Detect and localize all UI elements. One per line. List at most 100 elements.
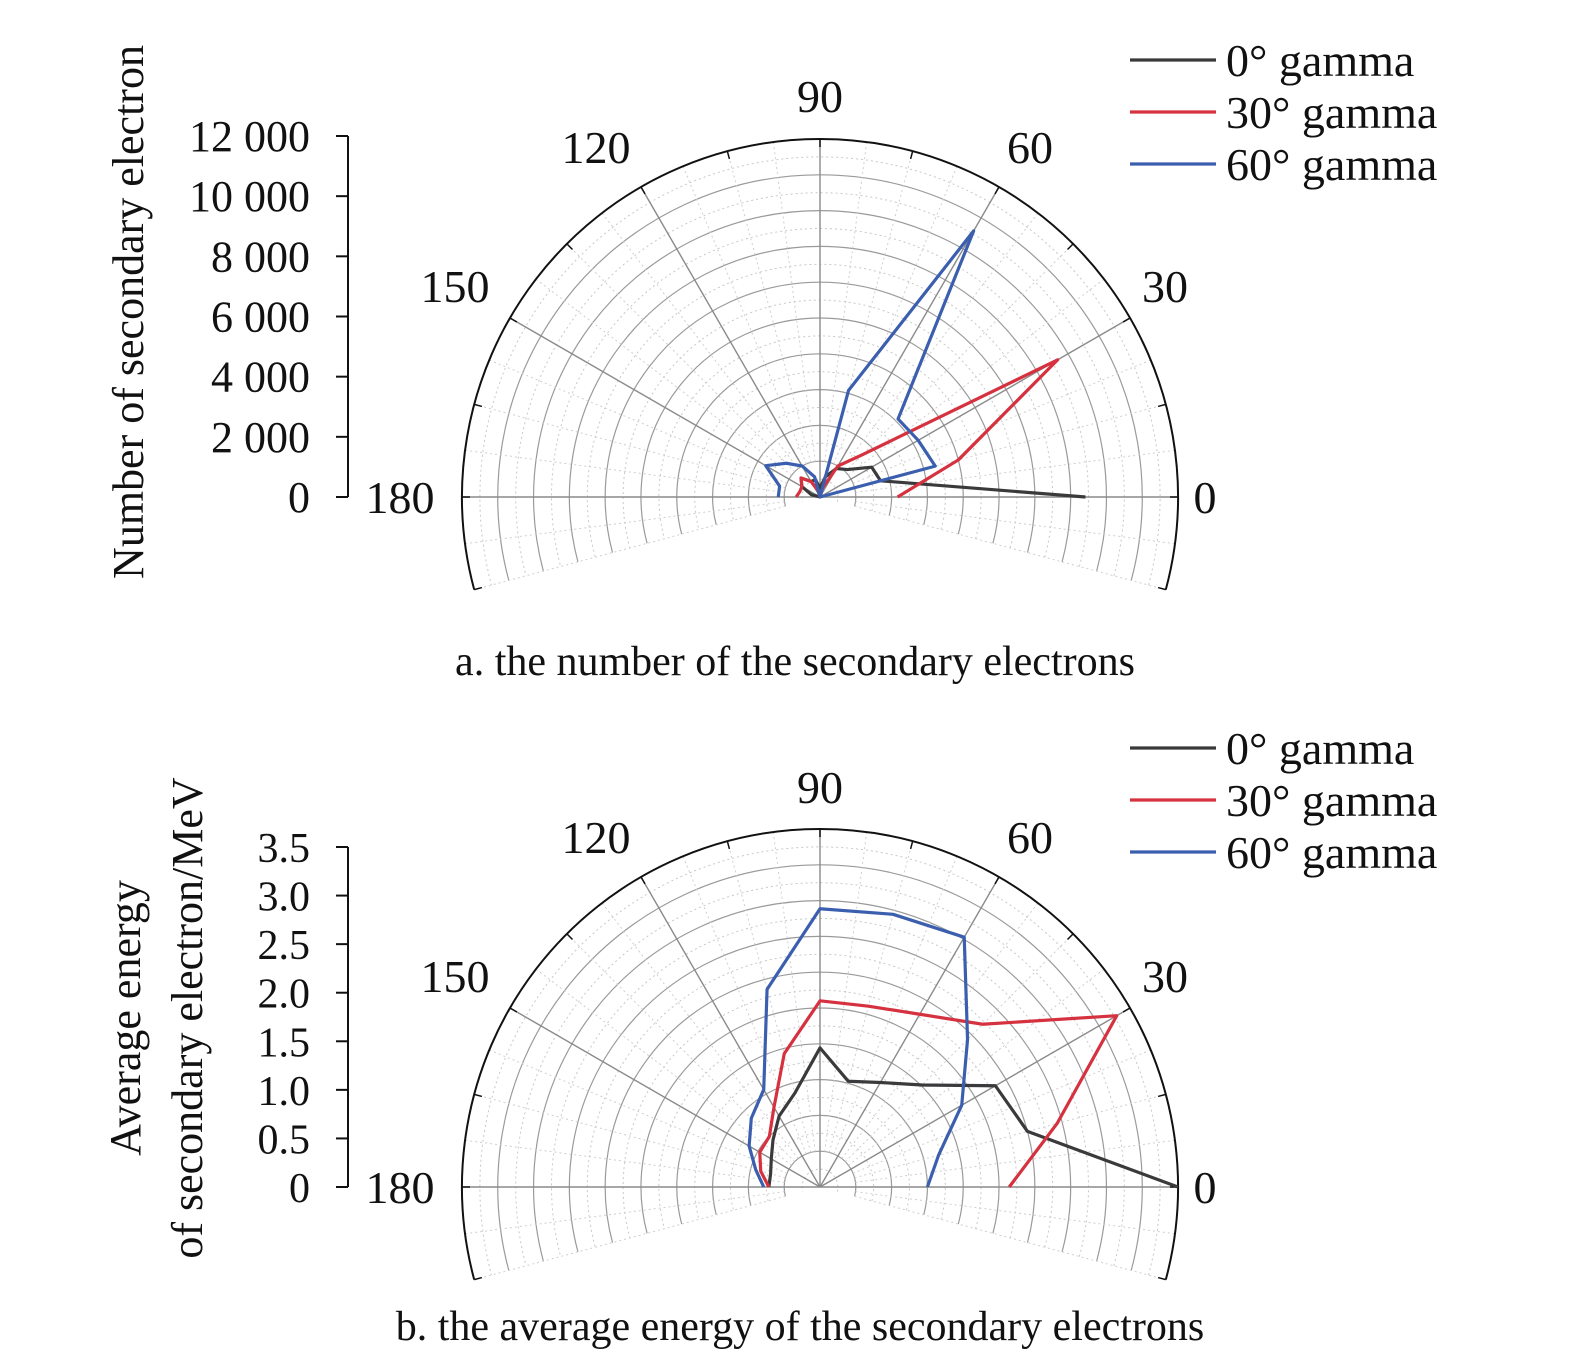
angle-tick-label: 90 bbox=[797, 71, 843, 122]
radial-tick-label: 8 000 bbox=[211, 232, 310, 281]
minor-spoke bbox=[601, 902, 799, 1159]
minor-spoke bbox=[855, 449, 1176, 493]
minor-spoke bbox=[726, 151, 812, 463]
minor-spoke bbox=[852, 1049, 1151, 1174]
minor-spoke bbox=[855, 1139, 1176, 1183]
series-line bbox=[799, 465, 1086, 499]
minor-ring bbox=[801, 1168, 839, 1192]
minor-spoke bbox=[726, 841, 812, 1153]
angle-tick-mark bbox=[994, 186, 1000, 195]
radial-tick-label: 12 000 bbox=[189, 112, 310, 161]
minor-spoke bbox=[841, 212, 1039, 469]
minor-ring bbox=[801, 478, 839, 502]
minor-spoke bbox=[474, 1195, 786, 1281]
major-spoke bbox=[819, 876, 1000, 1188]
angle-tick-label: 180 bbox=[366, 472, 435, 523]
series-1 bbox=[758, 999, 1119, 1188]
outer-arc bbox=[460, 827, 1179, 1280]
series-2 bbox=[764, 229, 976, 499]
series-line bbox=[764, 229, 976, 499]
minor-spoke bbox=[489, 359, 788, 484]
legend-label: 60° gamma bbox=[1226, 139, 1437, 190]
angle-tick-label: 60 bbox=[1007, 812, 1053, 863]
chart-caption: a. the number of the secondary electrons bbox=[455, 639, 1135, 685]
minor-spoke bbox=[464, 1191, 785, 1235]
major-spoke bbox=[509, 317, 821, 498]
minor-spoke bbox=[535, 278, 792, 476]
legend-label: 60° gamma bbox=[1226, 827, 1437, 878]
angle-tick-mark bbox=[1122, 317, 1131, 323]
major-spoke bbox=[640, 186, 821, 498]
y-axis-label-line-1: Average energy bbox=[101, 880, 150, 1156]
angle-tick-mark bbox=[474, 403, 483, 408]
radial-tick-label: 4 000 bbox=[211, 353, 310, 402]
angle-tick-mark bbox=[474, 586, 483, 591]
angle-tick-mark bbox=[726, 841, 731, 850]
angle-tick-mark bbox=[1157, 586, 1166, 591]
angle-tick-mark bbox=[566, 933, 574, 941]
angle-tick-mark bbox=[994, 876, 1000, 885]
angle-tick-label: 180 bbox=[366, 1162, 435, 1213]
polar-grid bbox=[460, 827, 1179, 1281]
angle-tick-label: 150 bbox=[421, 951, 490, 1002]
minor-spoke bbox=[474, 403, 786, 489]
minor-ring bbox=[515, 192, 1125, 576]
angle-tick-mark bbox=[474, 1093, 483, 1098]
minor-spoke bbox=[772, 831, 816, 1152]
angle-tick-mark bbox=[1157, 1093, 1166, 1098]
radial-tick-label: 2 000 bbox=[211, 413, 310, 462]
minor-spoke bbox=[772, 141, 816, 462]
minor-spoke bbox=[824, 141, 868, 462]
angle-tick-label: 30 bbox=[1142, 951, 1188, 1002]
minor-spoke bbox=[854, 1093, 1166, 1179]
minor-spoke bbox=[824, 831, 868, 1152]
legend-label: 30° gamma bbox=[1226, 775, 1437, 826]
angle-tick-mark bbox=[1066, 243, 1074, 251]
series-0 bbox=[799, 465, 1086, 499]
minor-spoke bbox=[464, 1139, 785, 1183]
angle-tick-mark bbox=[909, 151, 914, 160]
minor-spoke bbox=[854, 403, 1166, 489]
radial-tick-label: 1.0 bbox=[258, 1069, 311, 1115]
angle-tick-label: 0 bbox=[1194, 472, 1217, 523]
minor-spoke bbox=[682, 166, 807, 465]
major-spoke bbox=[509, 1007, 821, 1188]
minor-spoke bbox=[848, 968, 1105, 1166]
minor-spoke bbox=[854, 505, 1166, 591]
minor-spoke bbox=[489, 1049, 788, 1174]
minor-spoke bbox=[844, 243, 1074, 473]
minor-spoke bbox=[464, 501, 785, 545]
y-axis-label-line-2: of secondary electron/MeV bbox=[163, 777, 212, 1259]
minor-spoke bbox=[841, 902, 1039, 1159]
major-spoke bbox=[819, 1007, 1131, 1188]
radial-tick-label: 3.5 bbox=[258, 826, 311, 872]
minor-spoke bbox=[682, 856, 807, 1155]
angle-tick-label: 30 bbox=[1142, 261, 1188, 312]
minor-spoke bbox=[848, 278, 1105, 476]
radial-tick-label: 3.0 bbox=[258, 875, 311, 921]
angle-tick-mark bbox=[566, 243, 574, 251]
angle-tick-mark bbox=[474, 1276, 483, 1281]
minor-spoke bbox=[464, 449, 785, 493]
legend-label: 30° gamma bbox=[1226, 87, 1437, 138]
minor-spoke bbox=[833, 856, 958, 1155]
y-axis-label: Number of secondary electron bbox=[104, 45, 153, 579]
legend-label: 0° gamma bbox=[1226, 35, 1414, 86]
angle-tick-mark bbox=[1066, 933, 1074, 941]
radial-tick-label: 0 bbox=[289, 1166, 310, 1212]
minor-spoke bbox=[474, 505, 786, 591]
angle-tick-mark bbox=[640, 186, 646, 195]
angle-tick-mark bbox=[1157, 1276, 1166, 1281]
radial-tick-label: 6 000 bbox=[211, 293, 310, 342]
minor-spoke bbox=[854, 1195, 1166, 1281]
angle-tick-label: 120 bbox=[562, 812, 631, 863]
minor-spoke bbox=[828, 841, 914, 1153]
chart-caption: b. the average energy of the secondary e… bbox=[396, 1304, 1205, 1350]
radial-tick-label: 2.0 bbox=[258, 972, 311, 1018]
minor-spoke bbox=[474, 1093, 786, 1179]
angle-tick-mark bbox=[726, 151, 731, 160]
minor-spoke bbox=[833, 166, 958, 465]
angle-tick-label: 150 bbox=[421, 261, 490, 312]
major-spoke bbox=[640, 876, 821, 1188]
outer-arc bbox=[460, 137, 1179, 590]
